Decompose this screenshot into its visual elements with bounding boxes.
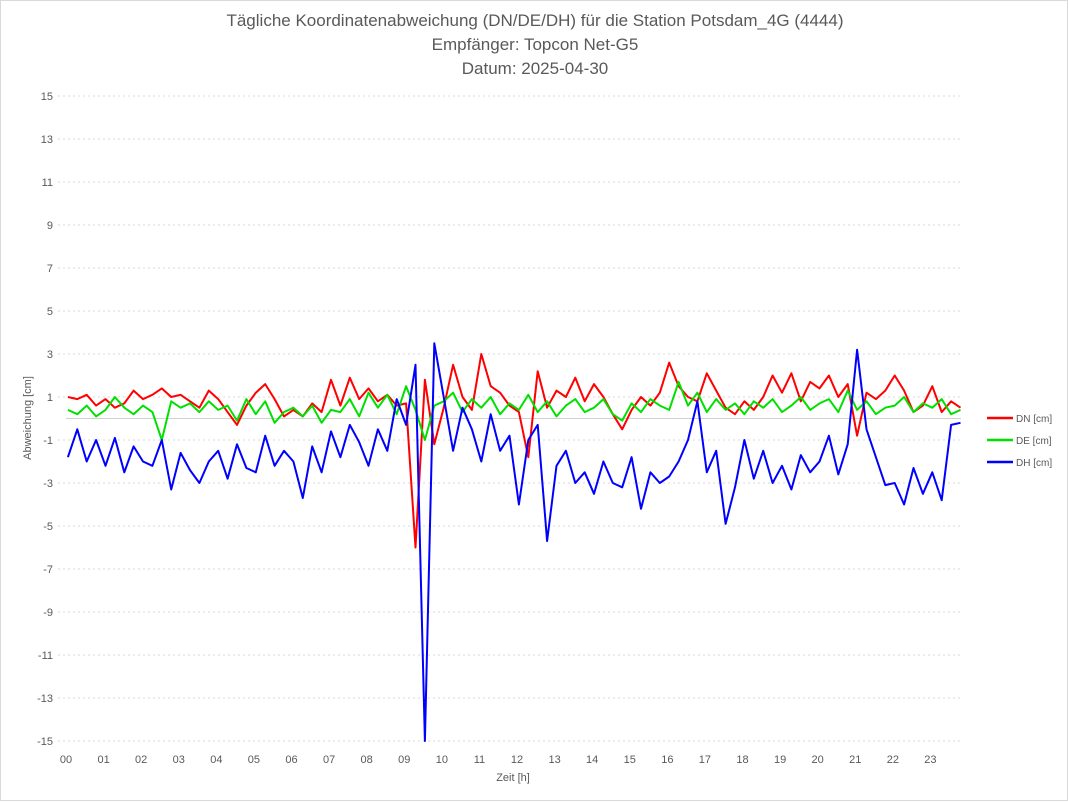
y-tick-label: 3 — [47, 349, 53, 361]
chart-title: Tägliche Koordinatenabweichung (DN/DE/DH… — [226, 11, 844, 30]
x-tick-label: 08 — [361, 754, 373, 766]
x-tick-label: 03 — [173, 754, 185, 766]
x-tick-label: 14 — [586, 754, 598, 766]
y-tick-label: 7 — [47, 263, 53, 275]
y-tick-label: -9 — [43, 607, 53, 619]
grid — [58, 95, 961, 742]
x-axis-label: Zeit [h] — [496, 772, 530, 784]
chart-subtitle-receiver: Empfänger: Topcon Net-G5 — [431, 35, 639, 54]
series-line-dh — [66, 342, 961, 742]
x-tick-label: 10 — [436, 754, 448, 766]
x-tick-label: 05 — [248, 754, 260, 766]
x-axis-ticks: 00 01 02 03 04 05 06 07 08 09 10 11 12 13 14 15 16 17 18 19… — [60, 754, 937, 766]
x-tick-label: 11 — [474, 754, 485, 766]
x-tick-label: 21 — [849, 754, 861, 766]
series-line-de — [67, 380, 961, 441]
x-tick-label: 06 — [285, 754, 297, 766]
y-tick-label: 9 — [47, 220, 53, 232]
series-line-dn — [67, 353, 962, 549]
y-tick-label: -5 — [43, 521, 53, 533]
y-tick-label: -15 — [37, 736, 53, 748]
x-tick-label: 12 — [511, 754, 523, 766]
legend-label: DN [cm] — [1016, 414, 1052, 425]
y-tick-label: -1 — [43, 435, 53, 447]
y-tick-label: 11 — [42, 177, 53, 189]
y-axis-label: Abweichung [cm] — [22, 376, 34, 460]
x-tick-label: 01 — [97, 754, 109, 766]
x-tick-label: 09 — [398, 754, 410, 766]
y-tick-label: -7 — [43, 564, 53, 576]
legend: DN [cm] DE [cm] DH [cm] — [987, 414, 1052, 469]
x-tick-label: 22 — [887, 754, 899, 766]
x-tick-label: 00 — [60, 754, 72, 766]
x-tick-label: 07 — [323, 754, 335, 766]
series-lines — [66, 342, 962, 742]
x-tick-label: 19 — [774, 754, 786, 766]
y-tick-label: -11 — [38, 650, 53, 662]
y-tick-label: 13 — [41, 134, 53, 146]
y-tick-label: 1 — [47, 392, 53, 404]
x-tick-label: 20 — [812, 754, 824, 766]
x-tick-label: 16 — [661, 754, 673, 766]
legend-label: DH [cm] — [1016, 458, 1052, 469]
x-tick-label: 13 — [548, 754, 560, 766]
x-tick-label: 18 — [736, 754, 748, 766]
x-tick-label: 15 — [624, 754, 636, 766]
y-tick-label: -13 — [37, 693, 53, 705]
y-tick-label: 5 — [47, 306, 53, 318]
y-axis-ticks: 15 13 11 9 7 5 3 1 -1 -3 -5 -7 -9 -11 -13 -15 — [37, 91, 53, 748]
x-tick-label: 04 — [210, 754, 222, 766]
y-tick-label: 15 — [41, 91, 53, 103]
chart-subtitle-date: Datum: 2025-04-30 — [461, 59, 609, 78]
x-tick-label: 23 — [924, 754, 936, 766]
x-tick-label: 17 — [699, 754, 711, 766]
legend-label: DE [cm] — [1016, 436, 1052, 447]
x-tick-label: 02 — [135, 754, 147, 766]
y-tick-label: -3 — [43, 478, 53, 490]
